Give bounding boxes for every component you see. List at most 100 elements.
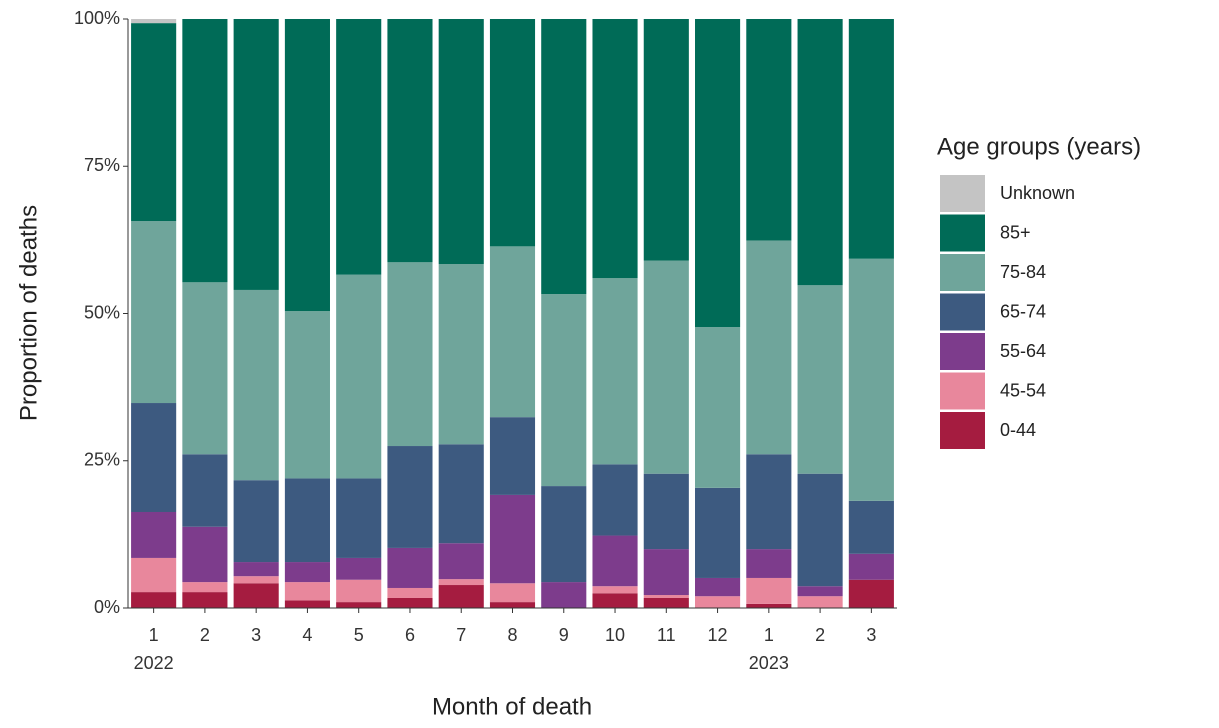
legend-label: 45-54 bbox=[1000, 380, 1046, 400]
x-tick-label: 6 bbox=[405, 625, 415, 645]
bar-segment bbox=[284, 582, 330, 601]
x-tick-label: 4 bbox=[302, 625, 312, 645]
bar-segment bbox=[643, 597, 689, 608]
bar-segment bbox=[284, 478, 330, 563]
bar-segment bbox=[182, 19, 228, 283]
bar-segment bbox=[284, 600, 330, 608]
y-tick-label: 25% bbox=[84, 450, 120, 470]
bar-segment bbox=[592, 586, 638, 594]
legend-label: 55-64 bbox=[1000, 341, 1046, 361]
bar-segment bbox=[592, 464, 638, 536]
bar-segment bbox=[438, 19, 484, 265]
bar-segment bbox=[182, 582, 228, 593]
bar-segment bbox=[336, 602, 382, 608]
bar-segment bbox=[848, 553, 894, 580]
bar-segment bbox=[592, 535, 638, 587]
bar-segment bbox=[233, 583, 279, 608]
legend-key bbox=[940, 412, 985, 449]
bar-segment bbox=[797, 596, 843, 608]
x-tick-label: 3 bbox=[866, 625, 876, 645]
bar-segment bbox=[489, 602, 536, 608]
bar-segment bbox=[695, 327, 741, 488]
bar-segment bbox=[336, 274, 382, 479]
legend-key bbox=[940, 333, 985, 370]
x-year-label: 2022 bbox=[134, 653, 174, 673]
bar-segment bbox=[233, 19, 279, 290]
bar-segment bbox=[489, 417, 536, 495]
x-tick-label: 7 bbox=[456, 625, 466, 645]
bar-segment bbox=[643, 595, 689, 598]
bar-segment bbox=[182, 282, 228, 455]
bar-segment bbox=[797, 19, 843, 286]
x-tick-label: 3 bbox=[251, 625, 261, 645]
bar-segment bbox=[233, 289, 279, 481]
bar-segment bbox=[592, 593, 638, 608]
legend-label: 65-74 bbox=[1000, 301, 1046, 321]
bar-segment bbox=[387, 262, 433, 447]
bar-segment bbox=[643, 19, 689, 261]
bar-segment bbox=[643, 549, 689, 596]
y-axis-title: Proportion of deaths bbox=[15, 205, 42, 421]
bar-segment bbox=[284, 19, 330, 312]
bar-segment bbox=[643, 473, 689, 550]
bar-segment bbox=[438, 543, 484, 580]
legend-key bbox=[940, 254, 985, 291]
bar-segment bbox=[284, 562, 330, 583]
bar-segment bbox=[489, 583, 536, 603]
bar-segment bbox=[848, 258, 894, 501]
bar-segment bbox=[387, 19, 433, 263]
legend-key bbox=[940, 372, 985, 410]
bar-segment bbox=[797, 473, 843, 587]
bar-segment bbox=[336, 579, 382, 603]
legend-label: 0-44 bbox=[1000, 420, 1036, 440]
bar-segment bbox=[746, 19, 792, 241]
bar-segment bbox=[233, 562, 279, 577]
bar-segment bbox=[131, 403, 177, 512]
bar-segment bbox=[131, 557, 177, 593]
x-tick-label: 1 bbox=[149, 625, 159, 645]
bar-segment bbox=[848, 579, 894, 608]
bar-segment bbox=[746, 454, 792, 550]
bar-segment bbox=[182, 454, 228, 527]
bar-segment bbox=[489, 246, 536, 418]
bar-segment bbox=[541, 486, 587, 583]
bar-segment bbox=[336, 557, 382, 580]
bar-segment bbox=[541, 19, 587, 295]
x-tick-label: 12 bbox=[708, 625, 728, 645]
x-tick-label: 9 bbox=[559, 625, 569, 645]
y-tick-label: 100% bbox=[74, 8, 120, 28]
bar-segment bbox=[387, 446, 433, 548]
bar-segment bbox=[746, 549, 792, 578]
legend-key bbox=[940, 175, 985, 212]
y-tick-label: 75% bbox=[84, 155, 120, 175]
x-tick-label: 8 bbox=[507, 625, 517, 645]
bar-segment bbox=[387, 597, 433, 608]
bar-segment bbox=[695, 19, 741, 328]
bar-segment bbox=[131, 221, 177, 404]
bar-segment bbox=[695, 487, 741, 578]
legend-label: Unknown bbox=[1000, 183, 1075, 203]
bar-segment bbox=[182, 526, 228, 583]
bar-segment bbox=[233, 576, 279, 584]
x-tick-label: 2 bbox=[200, 625, 210, 645]
bar-segment bbox=[336, 19, 382, 275]
x-tick-label: 1 bbox=[764, 625, 774, 645]
legend-label: 75-84 bbox=[1000, 262, 1046, 282]
bar-segment bbox=[233, 480, 279, 563]
bar-segment bbox=[848, 500, 894, 554]
bar-segment bbox=[695, 596, 741, 608]
bar-segment bbox=[541, 294, 587, 487]
bar-segment bbox=[592, 19, 638, 279]
bar-segment bbox=[438, 579, 484, 586]
bar-segment bbox=[131, 511, 177, 558]
bar-segment bbox=[489, 19, 536, 247]
bar-segment bbox=[746, 577, 792, 604]
x-tick-label: 11 bbox=[657, 625, 676, 645]
legend-title: Age groups (years) bbox=[937, 133, 1141, 160]
bar-segment bbox=[746, 603, 792, 608]
legend-label: 85+ bbox=[1000, 222, 1031, 242]
x-tick-label: 5 bbox=[354, 625, 364, 645]
bar-segment bbox=[131, 592, 177, 608]
bar-segment bbox=[695, 577, 741, 597]
